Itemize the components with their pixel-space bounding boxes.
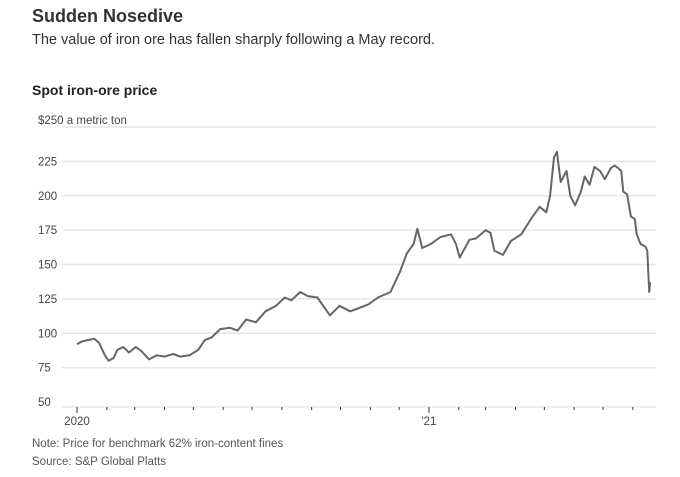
chart-subheadline: The value of iron ore has fallen sharply… — [32, 32, 435, 48]
price-line — [76, 150, 652, 362]
chart-headline: Sudden Nosedive — [32, 6, 184, 26]
chart-source: Source: S&P Global Platts — [32, 456, 167, 468]
y-tick-label: 200 — [38, 191, 57, 203]
y-axis-unit-label: $250 a metric ton — [38, 115, 127, 127]
y-tick-label: 100 — [38, 328, 57, 340]
y-tick-label: 50 — [38, 397, 51, 409]
y-tick-label: 225 — [38, 156, 57, 168]
y-tick-label: 75 — [38, 363, 51, 375]
y-tick-label: 175 — [38, 225, 57, 237]
chart-title: Spot iron-ore price — [32, 82, 158, 98]
x-tick-label: '21 — [421, 416, 436, 428]
x-tick-label: 2020 — [64, 416, 90, 428]
chart-note: Note: Price for benchmark 62% iron-conte… — [32, 438, 284, 450]
y-tick-label: 150 — [38, 260, 57, 272]
y-tick-label: 125 — [38, 294, 57, 306]
